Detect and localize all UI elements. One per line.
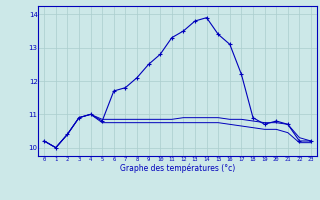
X-axis label: Graphe des températures (°c): Graphe des températures (°c) <box>120 163 235 173</box>
